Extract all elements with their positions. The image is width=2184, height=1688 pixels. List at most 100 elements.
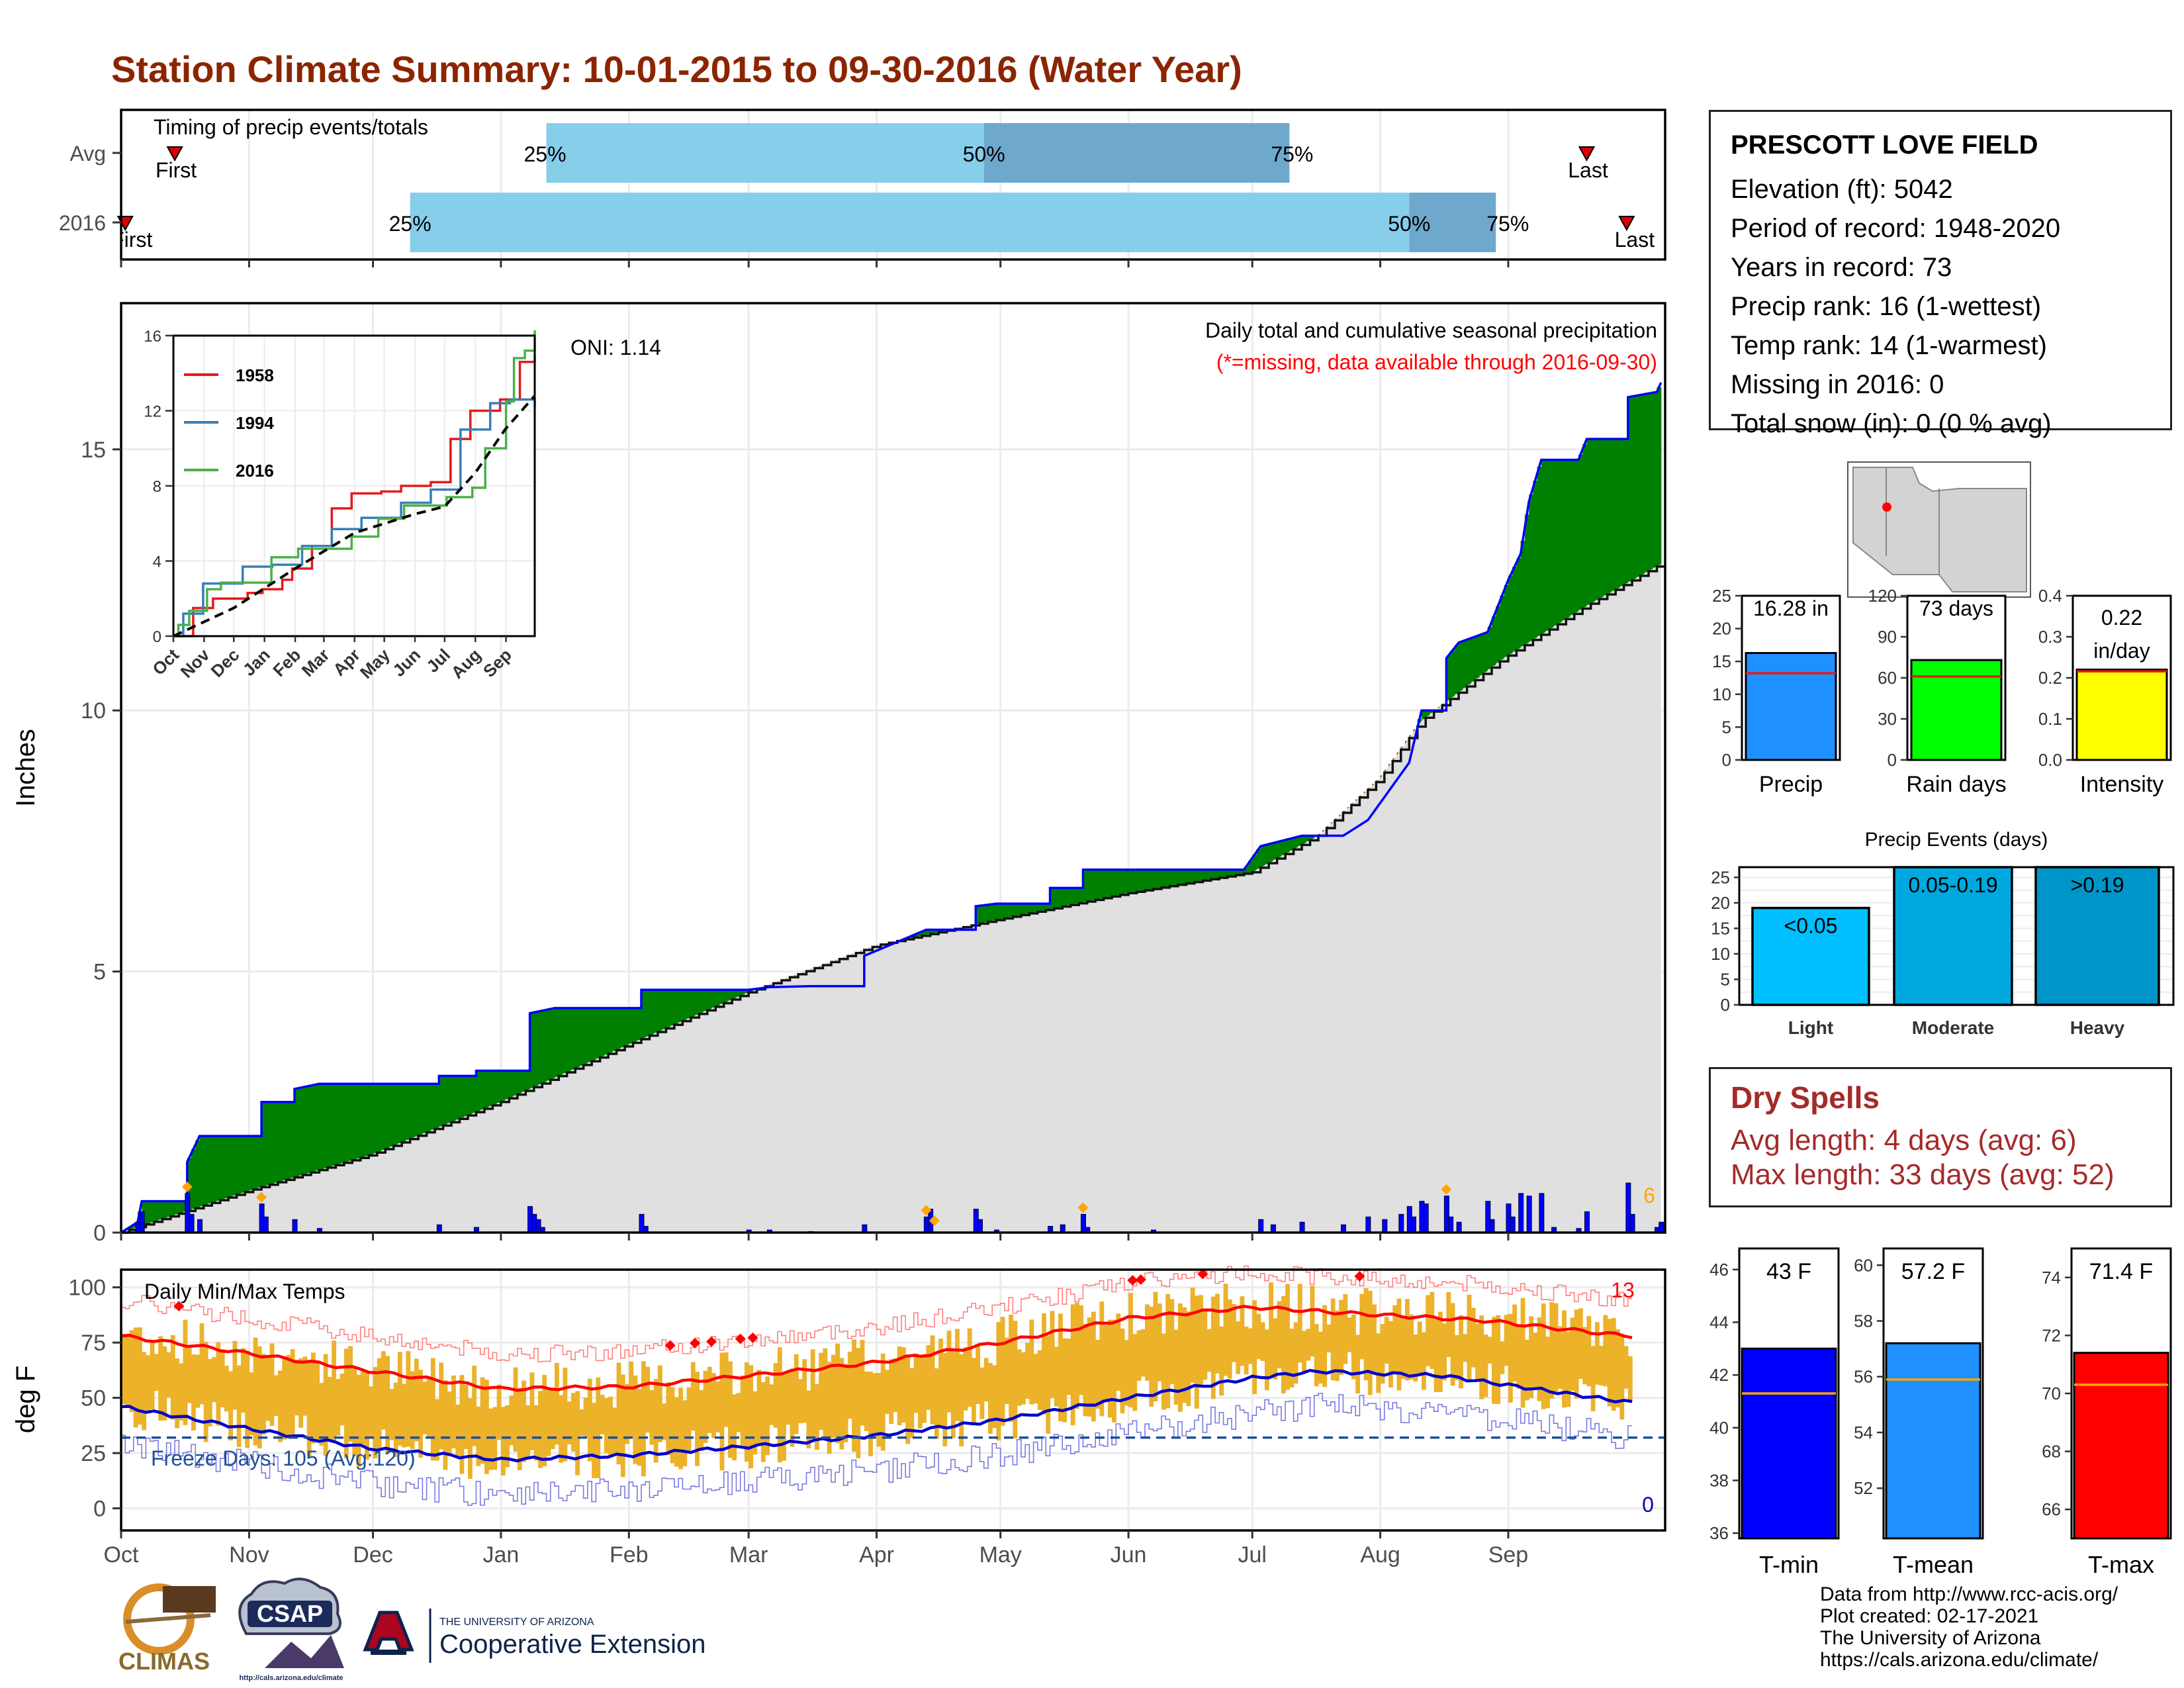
above-average-area bbox=[1004, 904, 1009, 918]
daily-temp-range bbox=[1199, 1295, 1203, 1385]
daily-temp-range bbox=[1471, 1307, 1476, 1368]
above-average-area bbox=[1297, 836, 1302, 847]
daily-temp-range bbox=[158, 1336, 163, 1421]
above-average-area bbox=[690, 990, 696, 1017]
record-low-envelope bbox=[121, 1393, 1633, 1506]
daily-temp-range bbox=[554, 1363, 559, 1445]
above-average-area bbox=[327, 1084, 332, 1168]
daily-temp-range bbox=[1194, 1295, 1199, 1409]
daily-temp-range bbox=[641, 1361, 646, 1477]
daily-temp-range bbox=[752, 1391, 758, 1455]
inset-legend-label: 2016 bbox=[236, 461, 274, 481]
above-average-area bbox=[228, 1136, 234, 1197]
daily-temp-range bbox=[715, 1381, 721, 1432]
timing-2016-last-label: Last bbox=[1615, 228, 1655, 252]
record-high-marker bbox=[1197, 1268, 1208, 1280]
daily-temp-range bbox=[1413, 1334, 1418, 1382]
above-average-area bbox=[1186, 869, 1191, 884]
above-average-area bbox=[1310, 835, 1315, 839]
daily-temp-range bbox=[175, 1358, 179, 1429]
summary-bar-tick-label: 0.2 bbox=[2038, 668, 2062, 688]
daily-temp-range bbox=[835, 1343, 841, 1444]
summary-bar-tick-label: 10 bbox=[1712, 684, 1731, 704]
inset-series-1994 bbox=[173, 398, 536, 637]
above-average-area bbox=[1644, 393, 1649, 573]
daily-temp-range bbox=[1623, 1346, 1629, 1389]
above-average-area bbox=[633, 1008, 638, 1042]
daily-temp-range bbox=[1446, 1291, 1451, 1358]
daily-temp-range bbox=[352, 1366, 357, 1457]
daily-temp-range bbox=[1021, 1352, 1026, 1405]
record-high-marker bbox=[747, 1332, 758, 1343]
above-average-area bbox=[517, 1070, 522, 1094]
daily-precip-bar bbox=[263, 1216, 269, 1233]
daily-temp-range bbox=[472, 1366, 477, 1446]
daily-temp-range bbox=[1215, 1293, 1220, 1374]
daily-temp-range bbox=[1083, 1323, 1088, 1417]
precip-y-tick-label: 0 bbox=[93, 1221, 106, 1246]
above-average-area bbox=[992, 904, 997, 921]
daily-temp-range bbox=[596, 1377, 601, 1479]
daily-temp-range bbox=[207, 1359, 212, 1427]
timing-2016-p50-label: 50% bbox=[1388, 212, 1430, 236]
daily-temp-range bbox=[1009, 1315, 1014, 1422]
daily-temp-range bbox=[1433, 1319, 1439, 1392]
daily-temp-range bbox=[608, 1396, 613, 1458]
daily-temp-range bbox=[1388, 1321, 1393, 1387]
daily-temp-range bbox=[678, 1387, 683, 1470]
daily-temp-range bbox=[629, 1361, 634, 1438]
above-average-area bbox=[360, 1084, 365, 1158]
record-precip-count: 6 bbox=[1643, 1184, 1655, 1207]
credit-line: Plot created: 02-17-2021 bbox=[1820, 1605, 2039, 1627]
precip-panel-subtitle: (*=missing, data available through 2016-… bbox=[1216, 350, 1657, 374]
daily-temp-range bbox=[1512, 1304, 1518, 1382]
temp-bar-label: T-mean bbox=[1893, 1551, 1974, 1578]
daily-temp-range bbox=[1578, 1308, 1583, 1379]
daily-temp-range bbox=[1074, 1302, 1079, 1409]
above-average-area bbox=[430, 1084, 435, 1130]
above-average-area bbox=[1619, 439, 1625, 586]
above-average-area bbox=[1232, 869, 1236, 876]
above-average-area bbox=[1256, 849, 1261, 869]
summary-bar-tick-label: 30 bbox=[1878, 709, 1897, 729]
daily-temp-range bbox=[996, 1322, 1001, 1441]
daily-temp-range bbox=[794, 1354, 799, 1434]
above-average-area bbox=[451, 1076, 456, 1122]
temp-panel-title: Daily Min/Max Temps bbox=[144, 1280, 345, 1303]
daily-temp-range bbox=[1128, 1293, 1133, 1407]
ua-logo-small-text: THE UNIVERSITY OF ARIZONA bbox=[439, 1617, 594, 1628]
daily-temp-range bbox=[381, 1351, 386, 1430]
daily-temp-range bbox=[992, 1365, 997, 1429]
above-average-area bbox=[195, 1140, 201, 1208]
month-label: Dec bbox=[353, 1542, 392, 1568]
daily-temp-range bbox=[1161, 1333, 1166, 1410]
daily-temp-range bbox=[455, 1404, 461, 1457]
above-average-area bbox=[294, 1088, 299, 1177]
above-average-area bbox=[678, 990, 683, 1023]
above-average-area bbox=[983, 905, 989, 923]
daily-temp-range bbox=[348, 1346, 353, 1442]
daily-temp-range bbox=[480, 1377, 485, 1464]
inset-average-line bbox=[173, 395, 536, 637]
above-average-area bbox=[592, 1008, 596, 1060]
daily-temp-range bbox=[559, 1395, 564, 1463]
precip-total-value: 16.28 in bbox=[1753, 596, 1829, 620]
daily-temp-range bbox=[343, 1348, 349, 1458]
above-average-area bbox=[373, 1084, 378, 1154]
summary-bar-tick-label: 120 bbox=[1868, 586, 1897, 606]
month-label: Aug bbox=[1360, 1542, 1400, 1568]
daily-temp-range bbox=[443, 1380, 448, 1470]
above-average-area bbox=[365, 1084, 369, 1156]
daily-temp-range bbox=[1557, 1326, 1563, 1389]
above-average-area bbox=[414, 1084, 419, 1137]
daily-temp-range bbox=[1508, 1313, 1513, 1403]
above-average-area bbox=[625, 1008, 629, 1046]
daily-temp-range bbox=[1562, 1310, 1567, 1408]
above-average-area bbox=[616, 1008, 621, 1050]
daily-temp-range bbox=[1000, 1317, 1005, 1426]
above-average-area bbox=[522, 1070, 526, 1092]
daily-temp-range bbox=[1430, 1291, 1435, 1370]
above-average-area bbox=[1091, 869, 1096, 901]
above-average-area bbox=[306, 1086, 312, 1174]
above-average-area bbox=[1421, 710, 1426, 720]
